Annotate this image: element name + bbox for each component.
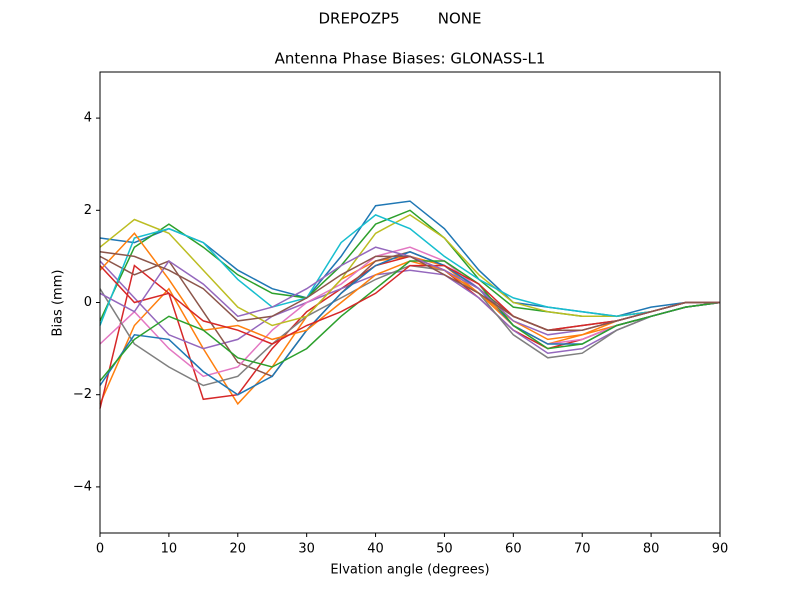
x-tick-label: 20	[230, 542, 247, 557]
x-tick-label: 40	[367, 542, 384, 557]
x-axis-label: Elvation angle (degrees)	[330, 563, 489, 578]
x-tick-label: 80	[643, 542, 660, 557]
y-tick-label: 0	[84, 295, 92, 310]
series-line	[99, 214, 720, 326]
plot-frame	[99, 71, 721, 534]
series-line	[99, 260, 721, 354]
y-tick-label: −2	[73, 387, 92, 402]
y-tick-label: 2	[84, 203, 92, 218]
series-line	[99, 255, 721, 406]
series-line	[99, 255, 721, 409]
suptitle: DREPOZP5 NONE	[318, 10, 481, 28]
y-tick-label: −4	[73, 479, 92, 494]
x-tick-label: 0	[96, 542, 104, 557]
y-axis-label: Bias (mm)	[51, 270, 66, 337]
x-tick-label: 90	[712, 542, 729, 557]
x-tick-label: 10	[161, 542, 178, 557]
x-tick-label: 70	[574, 542, 591, 557]
x-tick-label: 30	[298, 542, 315, 557]
chart-title: Antenna Phase Biases: GLONASS-L1	[275, 50, 546, 68]
series-line	[99, 251, 720, 331]
x-tick-label: 50	[436, 542, 453, 557]
x-tick-label: 60	[505, 542, 522, 557]
y-tick-label: 4	[84, 111, 92, 126]
series-line	[99, 260, 721, 382]
